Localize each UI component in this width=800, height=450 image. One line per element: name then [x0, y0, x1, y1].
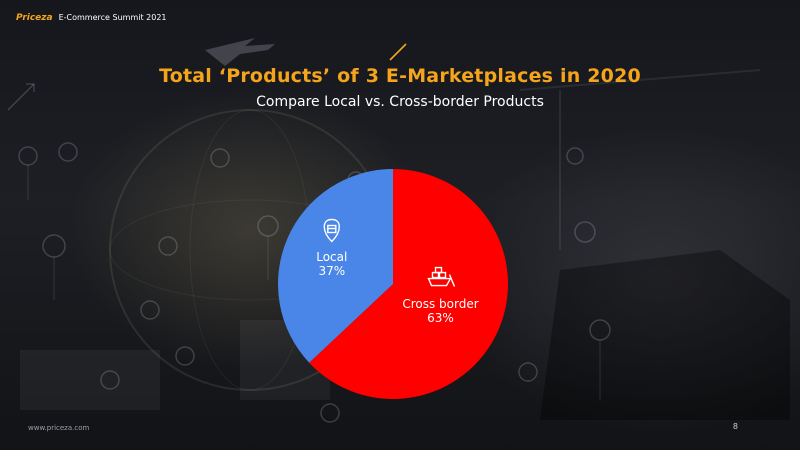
- pie-slice-local: [278, 168, 393, 363]
- slide-title: Total ‘Products’ of 3 E-Marketplaces in …: [159, 65, 641, 87]
- slide-subtitle: Compare Local vs. Cross-border Products: [256, 94, 544, 110]
- pie-slice-cross-border: [309, 169, 508, 399]
- pie-label-value: 63%: [427, 310, 454, 325]
- location-pin-box-icon: [323, 218, 340, 243]
- footer-url: www.priceza.com: [28, 424, 90, 432]
- pie-label-local: Local 37%: [272, 250, 392, 278]
- brand-header: Priceza E-Commerce Summit 2021: [16, 13, 167, 23]
- priceza-logo: Priceza: [16, 13, 53, 23]
- cargo-ship-icon: [427, 266, 456, 287]
- pie-label-name: Local: [316, 249, 348, 264]
- event-name: E-Commerce Summit 2021: [58, 13, 167, 22]
- page-number: 8: [732, 422, 738, 431]
- pie-label-value: 37%: [318, 263, 346, 278]
- accent-slash-icon: [389, 43, 407, 61]
- pie-label-name: Cross border: [402, 296, 479, 311]
- pie-label-cross-border: Cross border 63%: [380, 297, 500, 325]
